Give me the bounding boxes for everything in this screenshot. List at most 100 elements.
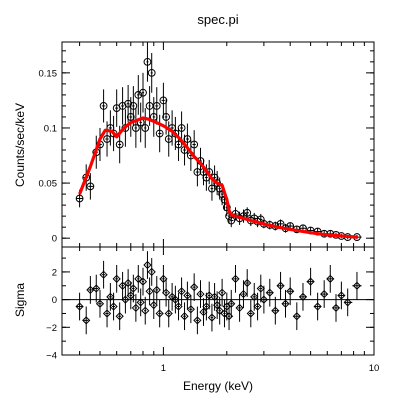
- residual-data-point: [131, 294, 140, 322]
- residual-data-point: [141, 296, 150, 325]
- residual-point-marker: [143, 260, 152, 270]
- residual-point-marker: [112, 274, 121, 283]
- residual-point-marker: [118, 281, 127, 290]
- residual-point-marker: [217, 288, 227, 297]
- residual-data-point: [193, 306, 202, 335]
- spectrum-data-point: [243, 207, 252, 219]
- residual-point-marker: [337, 291, 346, 300]
- residual-point-marker: [320, 289, 329, 299]
- spectrum-data-point: [131, 108, 140, 148]
- residual-point-marker: [331, 303, 341, 313]
- residual-point-marker: [136, 298, 145, 307]
- y-tick-label: 0.05: [39, 179, 58, 190]
- y-tick-label: 0: [52, 295, 57, 306]
- residual-point-marker: [190, 283, 199, 292]
- spectrum-data-point: [129, 86, 138, 126]
- residual-data-point: [227, 289, 236, 318]
- residual-data-point: [171, 285, 180, 314]
- spectrum-point-marker: [141, 124, 150, 132]
- residual-data-points: [75, 251, 362, 335]
- residual-data-point: [190, 273, 199, 301]
- residual-point-marker: [246, 309, 255, 318]
- residual-data-point: [143, 251, 152, 279]
- residual-point-marker: [306, 277, 315, 286]
- residual-data-point: [99, 260, 108, 289]
- spectrum-data-point: [124, 84, 133, 123]
- residual-data-point: [271, 296, 280, 325]
- residual-data-point: [183, 281, 192, 310]
- residual-point-marker: [243, 278, 252, 288]
- residual-data-point: [246, 299, 255, 328]
- residual-point-marker: [115, 312, 124, 321]
- residual-point-marker: [102, 309, 112, 318]
- residual-point-marker: [149, 301, 158, 310]
- spectrum-point-marker: [152, 102, 161, 110]
- residual-point-marker: [177, 287, 186, 296]
- residual-data-point: [202, 292, 211, 321]
- residual-point-marker: [193, 316, 202, 325]
- spectrum-data-point: [143, 42, 152, 82]
- residual-point-marker: [145, 287, 154, 296]
- residual-point-marker: [343, 298, 352, 307]
- residual-data-point: [95, 289, 105, 318]
- residual-data-point: [235, 294, 244, 322]
- spectrum-data-point: [134, 75, 143, 115]
- residual-data-point: [306, 267, 315, 296]
- residual-point-marker: [239, 289, 248, 299]
- residual-point-marker: [326, 274, 335, 283]
- residual-point-marker: [121, 295, 130, 304]
- residual-point-marker: [161, 288, 171, 297]
- residual-point-marker: [235, 303, 244, 313]
- residual-data-point: [205, 281, 214, 310]
- residual-point-marker: [164, 309, 173, 318]
- spectrum-point-marker: [147, 68, 156, 77]
- residual-data-point: [326, 265, 335, 293]
- residual-point-marker: [141, 306, 150, 315]
- residual-data-point: [112, 265, 121, 293]
- spectrum-point-marker: [243, 208, 252, 217]
- x-tick-label: 10: [369, 363, 380, 374]
- residual-point-marker: [147, 267, 156, 277]
- residual-panel-frame: [61, 246, 375, 356]
- residual-data-point: [265, 278, 274, 307]
- residual-data-point: [75, 292, 84, 321]
- residual-point-marker: [259, 295, 268, 304]
- residual-y-axis-label: Sigma: [13, 283, 27, 317]
- spectrum-data-point: [106, 110, 115, 146]
- residual-point-marker: [138, 277, 148, 286]
- y-tick-label: 0: [52, 234, 57, 245]
- y-tick-label: 0.15: [39, 68, 58, 79]
- residual-data-point: [217, 278, 227, 307]
- residual-point-marker: [352, 281, 362, 290]
- residual-point-marker: [281, 299, 290, 308]
- model-line: [78, 116, 358, 239]
- residual-point-marker: [227, 299, 236, 308]
- residual-point-marker: [202, 302, 211, 311]
- spectrum-point-marker: [129, 102, 138, 110]
- residual-data-point: [155, 299, 164, 328]
- residual-point-marker: [265, 288, 274, 297]
- y-tick-label: −4: [46, 351, 57, 362]
- residual-data-point: [149, 291, 158, 319]
- spectrum-point-marker: [208, 184, 216, 193]
- residual-axis-ticks: −4 −2 0 2: [46, 257, 374, 362]
- residual-data-point: [174, 292, 183, 321]
- residual-data-point: [320, 280, 329, 308]
- residual-data-point: [313, 292, 322, 321]
- residual-data-point: [259, 285, 268, 314]
- residual-point-marker: [183, 291, 192, 300]
- residual-point-marker: [129, 284, 138, 293]
- residual-point-marker: [276, 281, 285, 290]
- residual-point-marker: [313, 302, 322, 311]
- residual-data-point: [207, 303, 217, 332]
- residual-point-marker: [131, 303, 140, 313]
- residual-data-point: [92, 274, 101, 303]
- energy-axis-ticks: 1 10: [79, 42, 380, 374]
- residual-data-point: [196, 280, 205, 308]
- residual-data-point: [331, 294, 341, 322]
- residual-point-marker: [196, 289, 205, 299]
- spectrum-data-point: [141, 108, 150, 148]
- spectrum-data-point: [159, 82, 168, 119]
- residual-data-point: [134, 265, 143, 293]
- residual-point-marker: [106, 292, 115, 301]
